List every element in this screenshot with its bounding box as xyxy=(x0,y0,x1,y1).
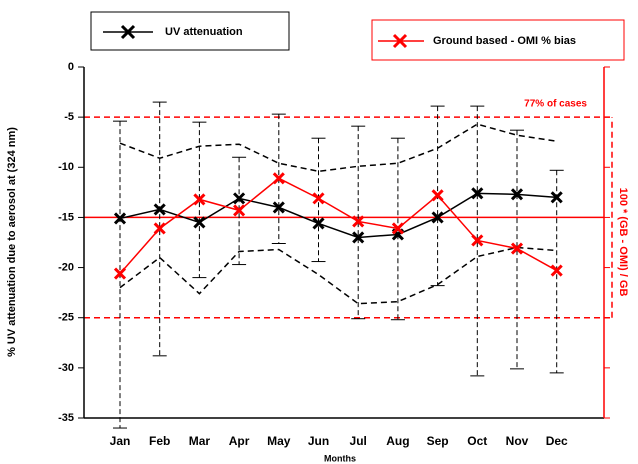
x-tick-label: May xyxy=(267,434,291,448)
y-axis-label: % UV attenuation due to aerosol at (324 … xyxy=(6,127,18,357)
legend-box xyxy=(90,11,290,51)
marker xyxy=(272,201,285,214)
marker xyxy=(193,216,206,229)
x-tick-label: Feb xyxy=(149,434,170,448)
y-tick-label: -20 xyxy=(58,261,74,273)
y-tick-label: -5 xyxy=(64,111,74,123)
x-tick-label: Apr xyxy=(229,434,250,448)
marker xyxy=(312,192,325,205)
y-tick-label: -30 xyxy=(58,362,74,374)
y-tick-label: -15 xyxy=(58,211,74,223)
marker xyxy=(272,172,285,185)
marker xyxy=(193,193,206,206)
x-tick-label: Jun xyxy=(308,434,329,448)
x-tick-label: Aug xyxy=(386,434,409,448)
legend-marker xyxy=(120,24,136,40)
legend-box xyxy=(371,19,625,61)
marker xyxy=(510,242,524,255)
marker xyxy=(471,187,484,200)
y-tick-label: -10 xyxy=(58,161,74,173)
marker xyxy=(391,222,404,235)
x-tick-label: Oct xyxy=(467,434,487,448)
x-tick-label: Mar xyxy=(189,434,211,448)
marker xyxy=(352,231,365,244)
y2-axis-label: 100 * (GB - OMI) / GB xyxy=(617,188,629,297)
marker xyxy=(113,267,127,280)
series-line xyxy=(119,177,558,275)
y-tick-label: -25 xyxy=(58,312,74,324)
marker xyxy=(352,215,365,228)
marker xyxy=(550,264,563,277)
marker xyxy=(233,192,246,205)
marker xyxy=(471,234,484,247)
series-line xyxy=(119,192,557,239)
x-tick-label: Dec xyxy=(546,434,568,448)
marker xyxy=(510,188,524,201)
legend-label: UV attenuation xyxy=(165,26,243,38)
marker xyxy=(153,222,166,235)
envelope-line xyxy=(119,123,557,173)
marker xyxy=(550,191,563,204)
legend-label: Ground based - OMI % bias xyxy=(433,35,576,47)
marker xyxy=(312,217,325,230)
marker xyxy=(431,189,444,202)
marker xyxy=(113,212,127,225)
annotation: 77% of cases xyxy=(524,99,587,110)
x-tick-label: Jul xyxy=(350,434,367,448)
marker xyxy=(431,211,444,224)
marker xyxy=(153,203,166,216)
marker xyxy=(233,204,246,217)
y-tick-label: -35 xyxy=(58,412,74,424)
envelope-line xyxy=(119,246,557,305)
x-axis-label: Months xyxy=(324,453,356,463)
x-tick-label: Sep xyxy=(427,434,449,448)
x-tick-label: Jan xyxy=(110,434,131,448)
legend-marker xyxy=(392,33,408,49)
x-tick-label: Nov xyxy=(506,434,529,448)
y-tick-label: 0 xyxy=(68,61,74,73)
